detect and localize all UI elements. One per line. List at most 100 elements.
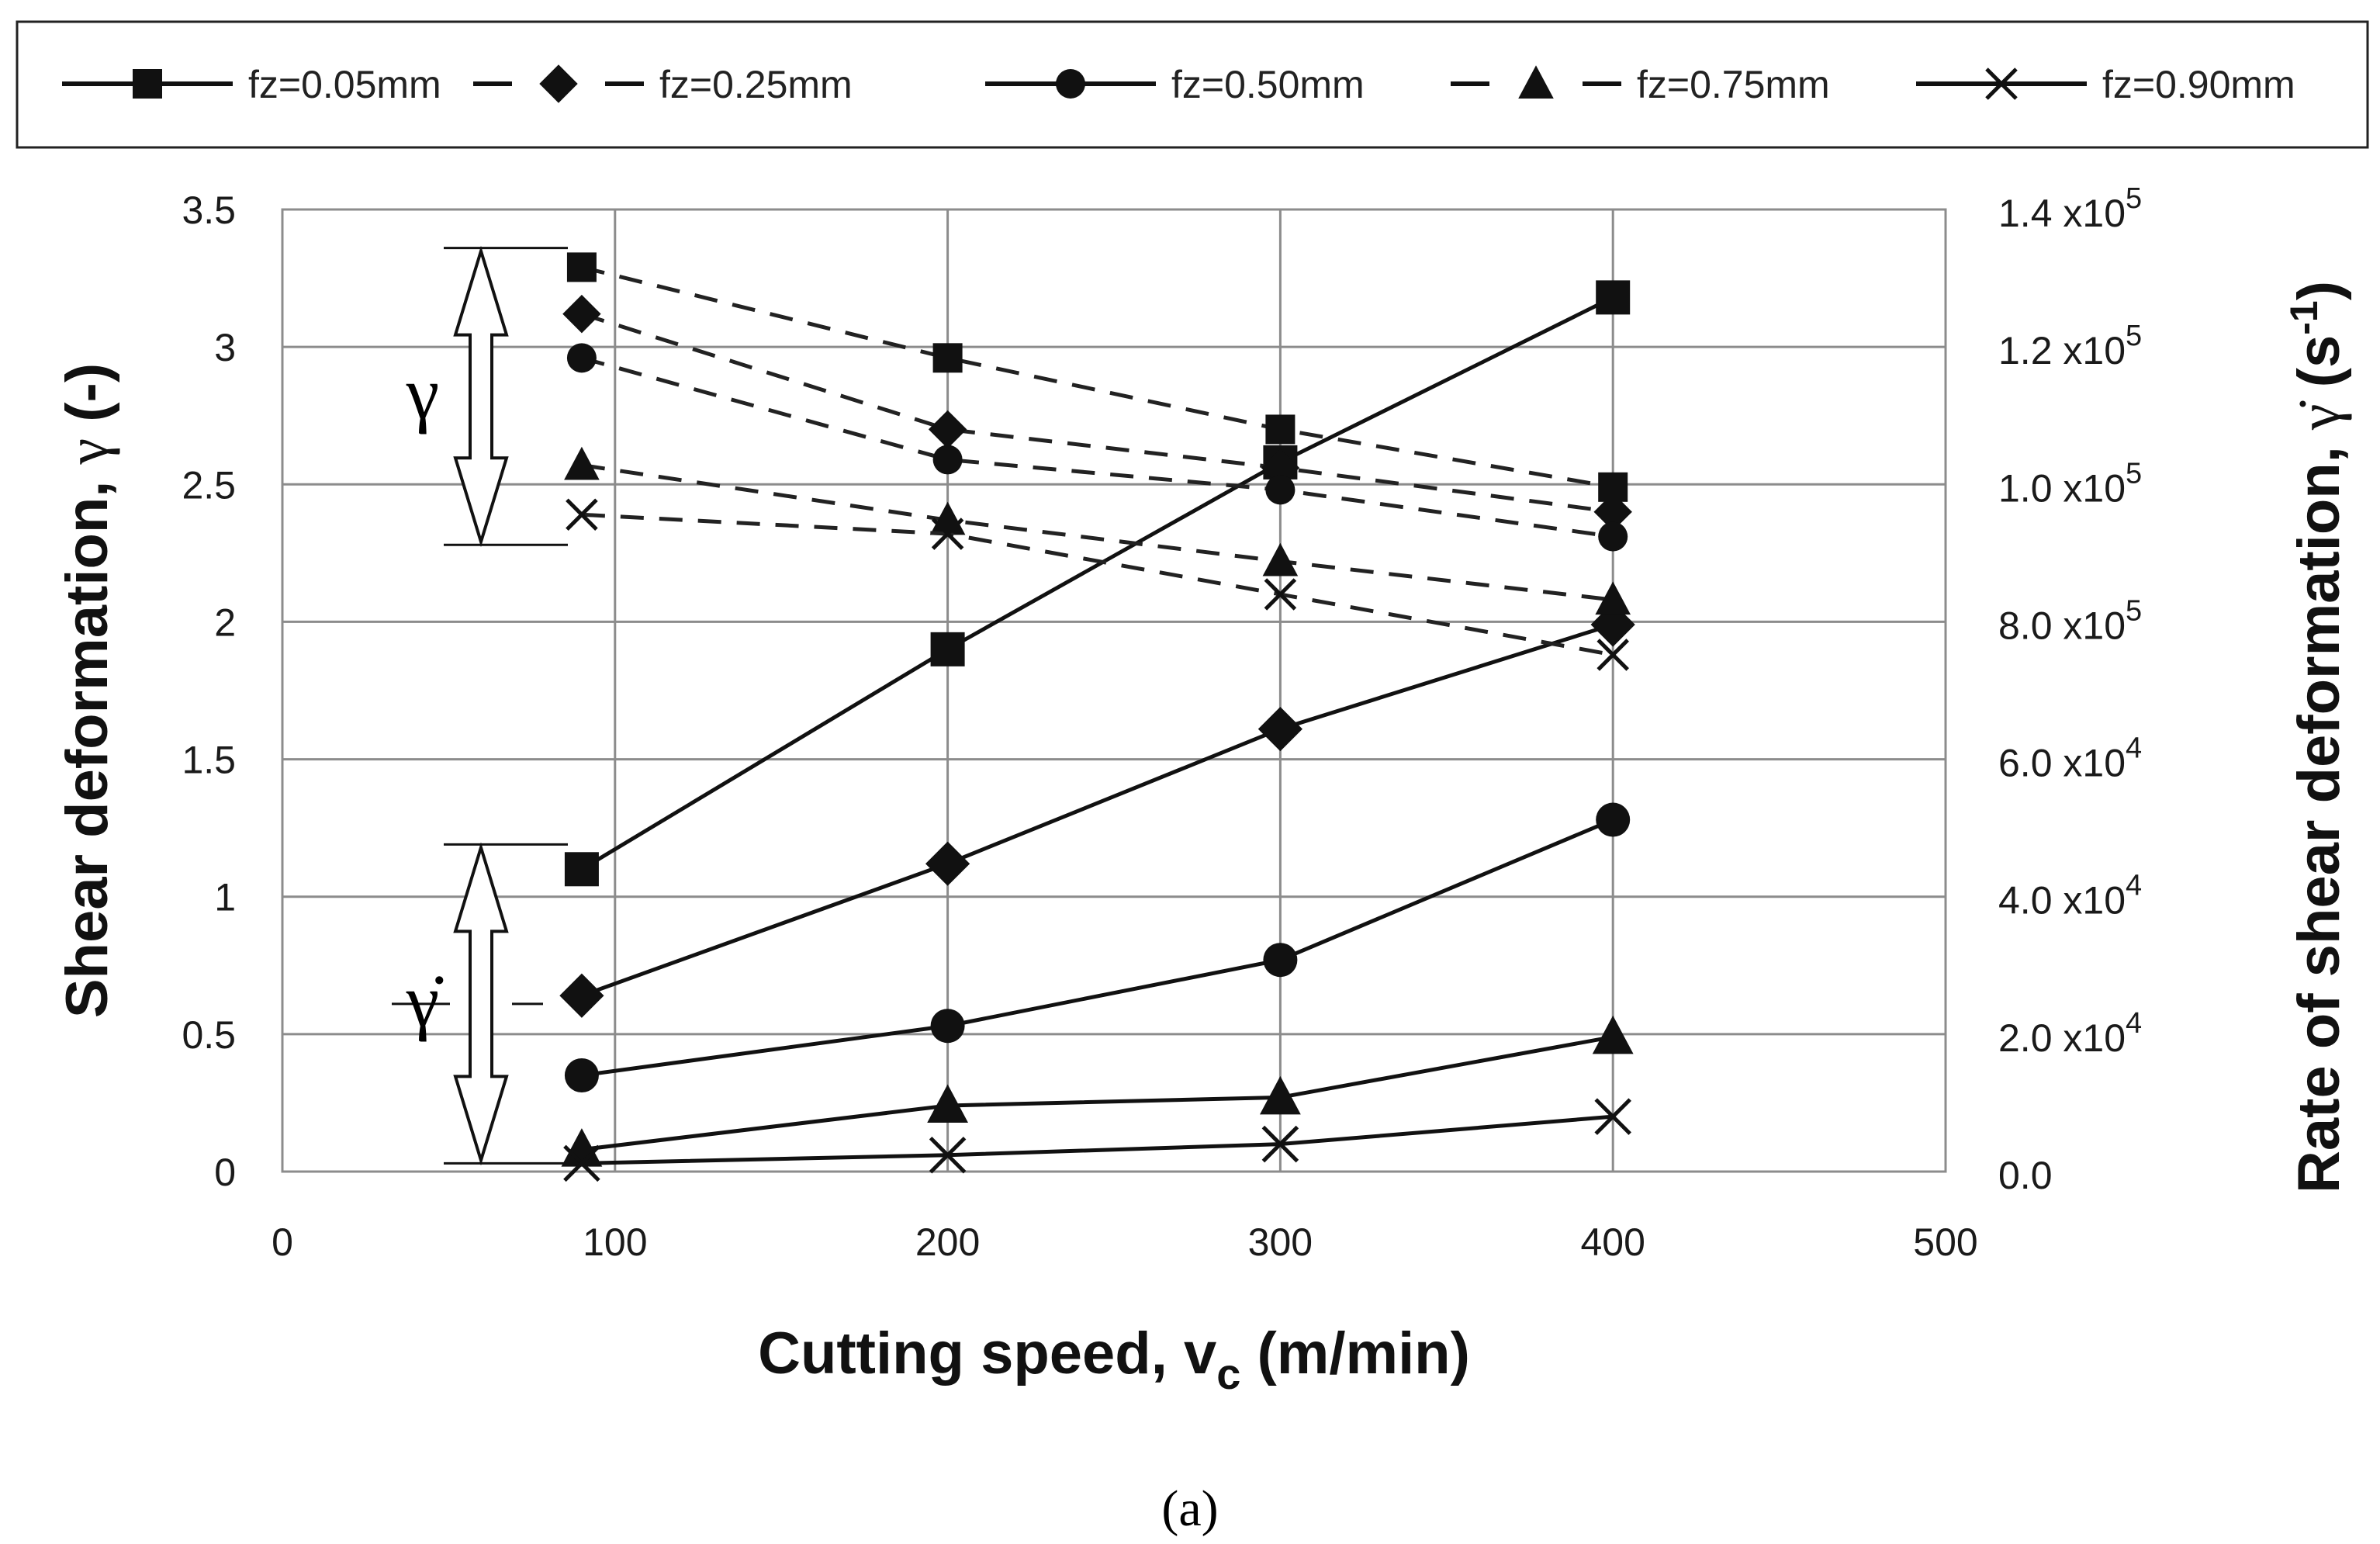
shear-point: [564, 446, 600, 480]
x-marker-stroke: [1261, 1125, 1299, 1163]
series-fz=0.50mm: [564, 343, 1631, 1092]
legend-label: fz=0.90mm: [2102, 63, 2295, 106]
circle-marker: [930, 1009, 965, 1044]
plot-frame: [281, 208, 1947, 1173]
diamond-marker: [539, 64, 578, 103]
shear-point: [932, 343, 963, 373]
series-layer: [559, 252, 1635, 1182]
triangle-marker: [561, 1128, 603, 1167]
square-marker: [1265, 414, 1296, 445]
y-tick-label: 1.5: [182, 739, 236, 782]
legend-label: fz=0.75mm: [1637, 63, 1830, 106]
shear-line: [581, 312, 1614, 514]
legend-marker: [539, 64, 578, 103]
x-marker-stroke: [1985, 68, 2018, 100]
x-tick-label: 500: [1913, 1220, 1977, 1264]
diamond-marker: [562, 294, 601, 334]
y2-tick-label: 2.0 x104: [1998, 1007, 2142, 1060]
shear-point: [566, 343, 597, 373]
rate-line: [580, 296, 1614, 871]
shear-point: [1261, 448, 1300, 487]
annotation-rate: γ̇: [392, 842, 568, 1166]
rate-point: [1257, 707, 1302, 752]
square-marker: [932, 343, 963, 373]
annotation-shear: γ: [406, 245, 568, 548]
rate-point: [927, 1084, 968, 1123]
grid: [281, 208, 1947, 1173]
triangle-marker: [1592, 1015, 1634, 1054]
shear-point: [931, 518, 964, 550]
x-tick-label: 200: [915, 1220, 980, 1264]
y2-tick-label: 1.4 x105: [1998, 182, 2142, 235]
rate-point: [930, 632, 965, 666]
rate-point: [1261, 1125, 1299, 1163]
shear-line: [581, 265, 1614, 490]
rate-point: [925, 841, 970, 886]
legend-label: fz=0.25mm: [659, 63, 853, 106]
rate-point: [929, 1136, 967, 1174]
x-marker-stroke: [1596, 639, 1629, 671]
y-tick-label: 3.5: [182, 189, 236, 232]
diamond-marker: [1593, 493, 1632, 531]
square-marker: [564, 852, 599, 887]
diamond-marker: [559, 973, 604, 1018]
legend-item-2: fz=0.25mm: [473, 63, 853, 106]
shear-line: [581, 512, 1614, 657]
diamond-marker: [925, 841, 970, 886]
circle-marker: [1265, 475, 1296, 505]
y-tick-label: 1: [214, 876, 236, 919]
square-marker: [133, 69, 162, 99]
diamond-marker: [928, 410, 967, 449]
shear-point: [562, 294, 601, 334]
legend: fz=0.05mm fz=0.25mm fz=0.50mm fz=0.75mm fz=0…: [16, 20, 2369, 149]
shear-point: [1264, 578, 1297, 611]
legend-item-5: fz=0.90mm: [1916, 63, 2295, 106]
y-tick-label: 0: [214, 1151, 236, 1194]
triangle-marker: [1595, 581, 1631, 615]
legend-label: fz=0.05mm: [248, 63, 441, 106]
legend-marker: [1518, 65, 1554, 99]
y-tick-label: 0.5: [182, 1013, 236, 1057]
triangle-marker: [564, 446, 600, 480]
x-tick-label: 100: [583, 1220, 647, 1264]
x-marker-stroke: [566, 498, 598, 531]
x-marker-stroke: [1594, 1098, 1631, 1135]
rate-point: [564, 852, 599, 887]
x-marker-stroke: [1264, 578, 1297, 611]
legend-marker: [1985, 68, 2018, 100]
y2-tick-label: 4.0 x104: [1998, 870, 2142, 923]
rate-line: [581, 1034, 1614, 1152]
shear-line: [581, 463, 1614, 602]
shear-point: [566, 252, 597, 282]
rate-point: [930, 1009, 965, 1044]
rate-point: [1260, 1075, 1301, 1115]
shear-point: [1595, 581, 1631, 615]
rate-point: [1592, 1015, 1634, 1054]
rate-point: [563, 1144, 600, 1182]
diamond-marker: [1261, 448, 1300, 487]
square-marker: [566, 252, 597, 282]
square-marker: [930, 632, 965, 666]
range-arrow: [453, 842, 509, 1166]
shear-point: [1262, 542, 1299, 576]
shear-point: [1593, 493, 1632, 531]
x-tick-label: 400: [1580, 1220, 1645, 1264]
y2-tick-label: 8.0 x105: [1998, 594, 2142, 647]
legend-label: fz=0.50mm: [1171, 63, 1365, 106]
shear-point: [1265, 414, 1296, 445]
rate-line: [581, 818, 1614, 1078]
shear-point: [1265, 475, 1296, 505]
rate-point: [1594, 1098, 1631, 1135]
shear-line: [581, 355, 1614, 539]
triangle-marker: [927, 1084, 968, 1123]
x-marker-stroke: [931, 518, 964, 550]
series-fz=0.25mm: [559, 294, 1635, 1018]
legend-item-4: fz=0.75mm: [1451, 63, 1830, 106]
x-tick-label: 0: [272, 1220, 293, 1264]
rate-point: [561, 1128, 603, 1167]
x-marker-stroke: [929, 1136, 967, 1174]
y2-tick-label: 1.2 x105: [1998, 320, 2142, 372]
figure-caption: (a): [1161, 1480, 1218, 1537]
legend-marker: [133, 69, 162, 99]
